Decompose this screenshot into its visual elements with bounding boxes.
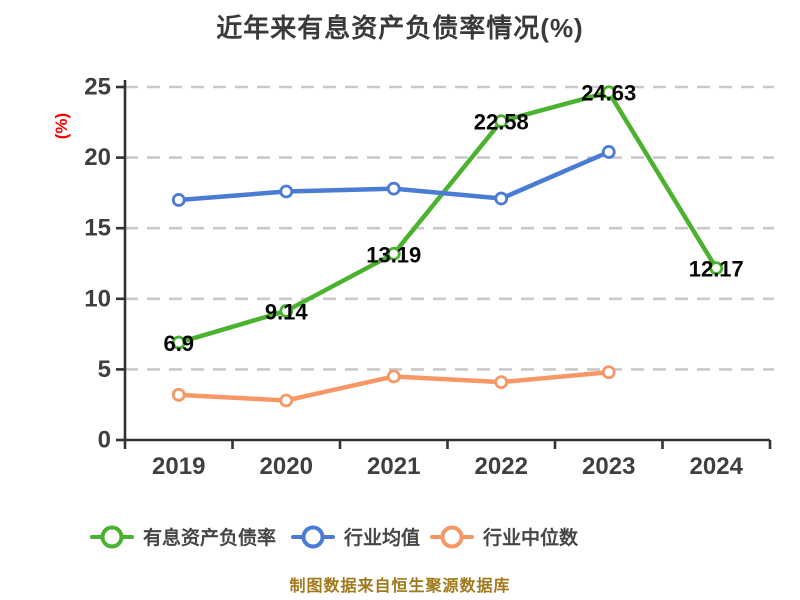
legend-dot-icon xyxy=(440,525,464,548)
legend-dot-icon xyxy=(100,525,124,548)
x-tick-label: 2021 xyxy=(367,453,420,480)
legend-marker-green xyxy=(90,524,134,550)
data-label: 6.9 xyxy=(163,331,194,356)
x-tick-label: 2023 xyxy=(582,453,635,480)
data-label: 24.63 xyxy=(581,81,636,106)
footer-note: 制图数据来自恒生聚源数据库 xyxy=(289,578,511,595)
data-point xyxy=(386,246,401,261)
data-point xyxy=(171,193,186,207)
legend-label: 有息资产负债率 xyxy=(143,528,277,549)
x-tick-label: 2020 xyxy=(260,453,313,480)
data-point xyxy=(494,114,509,129)
legend-item-series-2: 行业中位数 xyxy=(430,523,578,550)
data-label: 13.19 xyxy=(366,242,421,267)
x-tick-label: 2022 xyxy=(475,453,528,480)
x-tick-label: 2019 xyxy=(152,453,205,480)
y-tick-label: 0 xyxy=(98,427,111,454)
data-point xyxy=(279,393,294,408)
legend-marker-orange xyxy=(430,524,474,550)
data-point xyxy=(386,369,401,384)
y-tick-label: 10 xyxy=(84,285,111,312)
data-point xyxy=(386,181,401,196)
legend-item-series-0: 有息资产负债率 xyxy=(90,523,276,550)
data-point xyxy=(709,261,724,276)
chart-title: 近年来有息资产负债率情况(%) xyxy=(216,13,584,43)
legend-label: 行业中位数 xyxy=(483,528,579,549)
legend-item-series-1: 行业均值 xyxy=(291,523,420,550)
data-label: 9.14 xyxy=(265,299,309,324)
data-point xyxy=(279,304,294,318)
x-tick-label: 2024 xyxy=(690,453,744,480)
data-point xyxy=(494,191,509,206)
y-tick-label: 25 xyxy=(84,74,111,101)
data-point xyxy=(601,85,616,100)
legend-marker-blue xyxy=(291,524,335,550)
legend-label: 行业均值 xyxy=(344,528,421,549)
y-tick-label: 5 xyxy=(98,356,111,383)
data-label: 22.58 xyxy=(474,110,529,135)
series-line-0 xyxy=(176,89,719,345)
legend-dot-icon xyxy=(301,525,325,548)
data-point xyxy=(171,335,186,350)
data-label: 12.17 xyxy=(689,257,744,282)
y-tick-label: 20 xyxy=(84,144,111,171)
data-point xyxy=(601,145,616,159)
data-point xyxy=(601,365,616,380)
y-tick-label: 15 xyxy=(84,215,111,242)
data-point xyxy=(171,387,186,402)
data-point xyxy=(494,375,509,390)
data-point xyxy=(279,184,294,199)
